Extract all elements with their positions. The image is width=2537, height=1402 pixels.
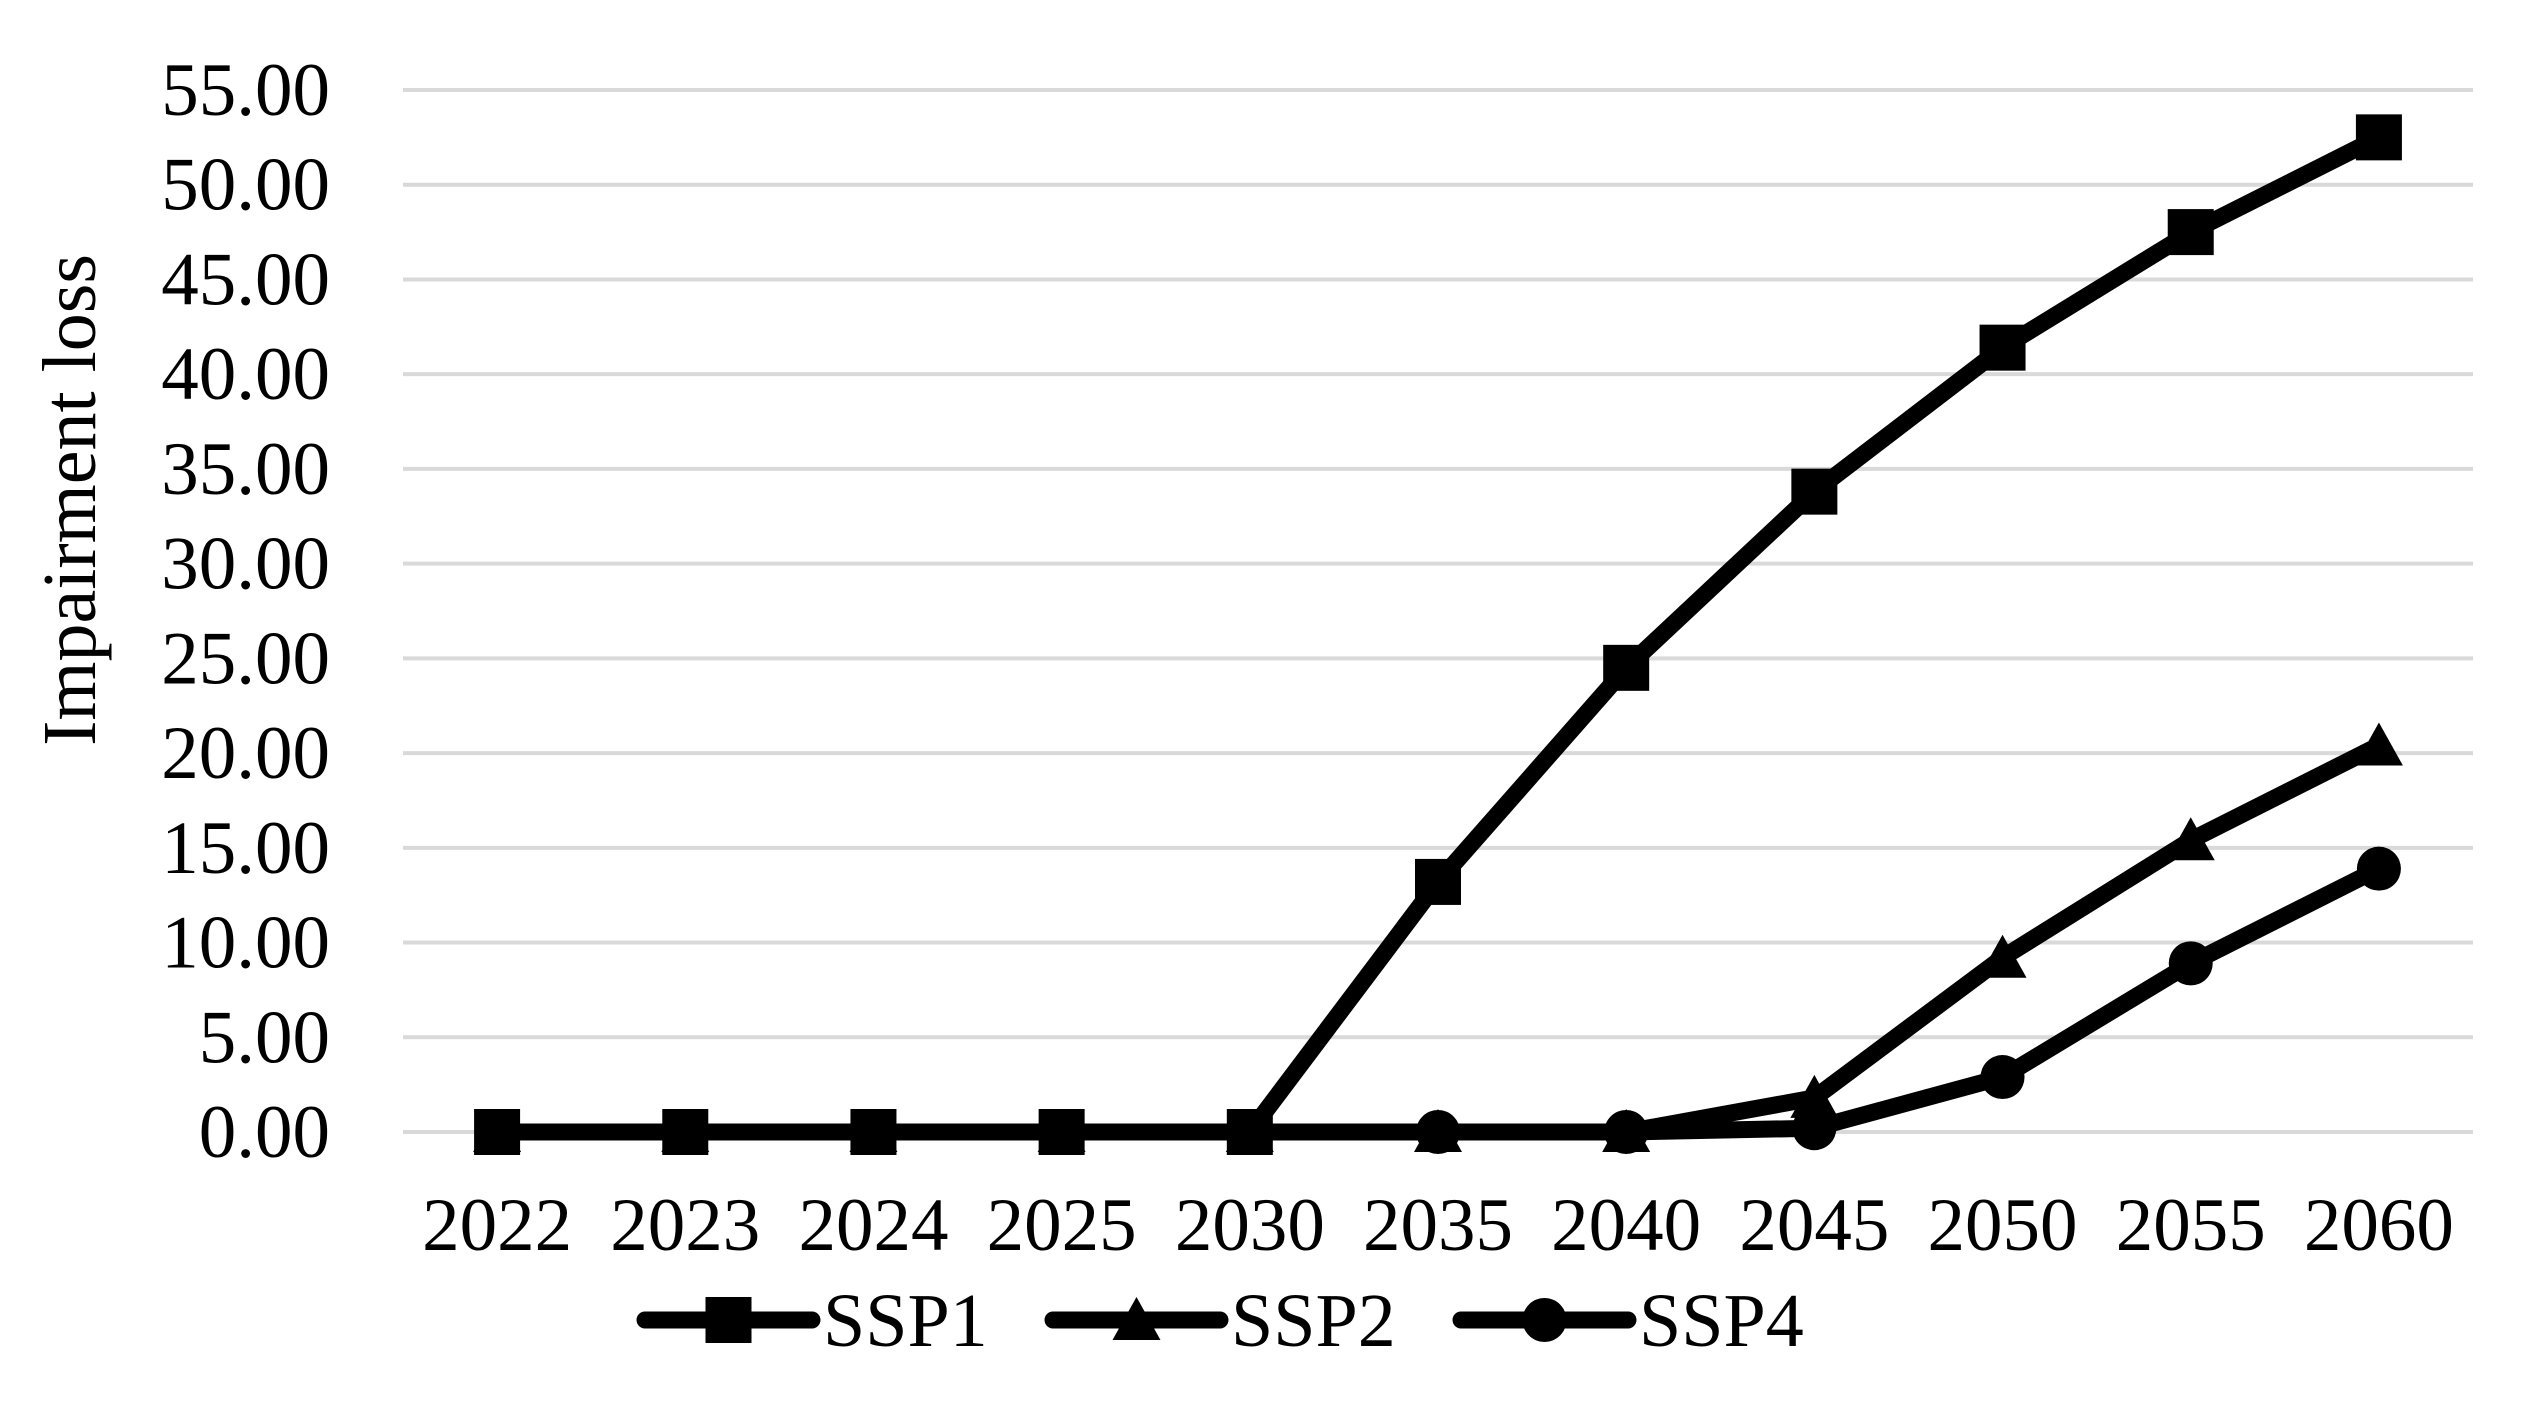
series-ssp4-circle-marker <box>1416 1110 1460 1154</box>
y-tick-label: 15.00 <box>161 807 330 890</box>
legend-circle-marker-icon <box>1522 1298 1567 1342</box>
y-tick-label: 35.00 <box>161 428 330 511</box>
series-ssp1-line <box>488 128 2388 1141</box>
series-ssp1-square-marker <box>1791 468 1838 515</box>
series-ssp1-square-marker <box>2355 114 2402 161</box>
legend-item-ssp1: SSP1 <box>636 1279 988 1363</box>
y-tick-label: 50.00 <box>161 144 330 227</box>
x-tick-label: 2050 <box>1928 1184 2078 1267</box>
x-tick-label: 2030 <box>1175 1184 1325 1267</box>
y-tick-label: 20.00 <box>161 712 330 795</box>
series-ssp1-square-marker <box>1603 644 1650 691</box>
series-ssp4-circle-marker <box>475 1110 520 1154</box>
series-ssp4-circle-marker <box>1792 1106 1837 1151</box>
series-ssp2 <box>473 722 2403 1152</box>
series-ssp1 <box>474 114 2402 1155</box>
x-tick-label: 2024 <box>798 1184 948 1267</box>
legend-label: SSP1 <box>823 1279 988 1363</box>
series-ssp1-square-marker <box>2167 209 2214 256</box>
x-tick-label: 2055 <box>2116 1184 2266 1267</box>
series-ssp2-triangle-marker <box>1790 1074 1839 1118</box>
series-ssp4-circle-marker <box>2356 846 2401 891</box>
x-tick-label: 2035 <box>1363 1184 1513 1267</box>
y-tick-labels-group: 0.00 5.00 10.00 15.00 20.00 25.00 30.00 35.00 40… <box>161 49 330 1174</box>
legend-item-ssp4: SSP4 <box>1452 1279 1804 1363</box>
x-tick-label: 2025 <box>987 1184 1137 1267</box>
series-ssp4-circle-marker <box>1980 1055 2025 1100</box>
y-tick-label: 55.00 <box>161 49 330 132</box>
series-ssp4-circle-marker <box>1039 1110 1084 1154</box>
y-axis-title: Impairment loss <box>28 254 112 746</box>
legend: SSP1 SSP2 SSP4 <box>636 1279 1804 1363</box>
legend-square-marker-icon <box>705 1297 752 1343</box>
series-ssp2-triangle-marker <box>1978 934 2027 978</box>
series-ssp2-triangle-marker <box>2166 817 2215 861</box>
y-tick-label: 5.00 <box>199 996 330 1079</box>
legend-triangle-marker-icon <box>1112 1297 1161 1340</box>
x-tick-label: 2022 <box>422 1184 572 1267</box>
series-ssp4-circle-marker <box>1227 1110 1272 1154</box>
y-tick-label: 10.00 <box>161 902 330 985</box>
x-tick-label: 2040 <box>1551 1184 1701 1267</box>
series-ssp2-line <box>488 737 2388 1141</box>
y-tick-label: 45.00 <box>161 238 330 321</box>
series-ssp4-circle-marker <box>1604 1110 1649 1154</box>
legend-item-ssp2: SSP2 <box>1044 1279 1396 1363</box>
series-ssp4-circle-marker <box>851 1110 896 1154</box>
x-tick-label: 2060 <box>2304 1184 2454 1267</box>
y-tick-label: 40.00 <box>161 333 330 416</box>
series-ssp1-square-marker <box>1415 858 1461 905</box>
series-ssp1-square-marker <box>1979 324 2026 371</box>
y-tick-label: 30.00 <box>161 523 330 606</box>
series-ssp2-triangle-marker <box>2354 722 2403 766</box>
series-ssp4-circle-marker <box>663 1110 708 1154</box>
legend-label: SSP2 <box>1231 1279 1396 1363</box>
series-ssp4 <box>475 846 2401 1154</box>
series-group <box>473 114 2403 1155</box>
y-tick-label: 25.00 <box>161 617 330 700</box>
y-tick-label: 0.00 <box>199 1091 330 1174</box>
x-tick-labels-group: 2022 2023 2024 2025 2030 2035 2040 2045 2050 2055… <box>422 1184 2454 1267</box>
x-tick-label: 2045 <box>1739 1184 1889 1267</box>
series-ssp4-circle-marker <box>2168 941 2213 986</box>
legend-label: SSP4 <box>1639 1279 1804 1363</box>
x-tick-label: 2023 <box>610 1184 760 1267</box>
